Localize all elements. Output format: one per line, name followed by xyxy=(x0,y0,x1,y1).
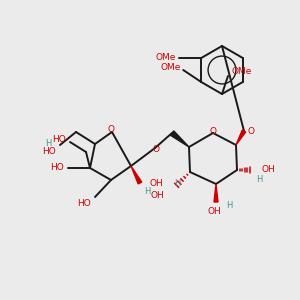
Text: H: H xyxy=(174,179,180,188)
Polygon shape xyxy=(236,130,246,145)
Text: OH: OH xyxy=(261,166,275,175)
Text: OMe: OMe xyxy=(156,53,176,62)
Text: OMe: OMe xyxy=(161,62,181,71)
Text: O: O xyxy=(209,128,217,136)
Text: OH: OH xyxy=(149,179,163,188)
Text: HO: HO xyxy=(42,146,56,155)
Text: OH: OH xyxy=(150,191,164,200)
Polygon shape xyxy=(214,184,218,202)
Text: OMe: OMe xyxy=(231,68,251,76)
Text: HO: HO xyxy=(52,134,66,143)
Text: H: H xyxy=(144,188,150,196)
Text: O: O xyxy=(152,145,160,154)
Polygon shape xyxy=(131,166,142,184)
Text: HO: HO xyxy=(50,164,64,172)
Text: H: H xyxy=(45,139,51,148)
Text: O: O xyxy=(247,128,254,136)
Text: H: H xyxy=(256,175,262,184)
Text: HO: HO xyxy=(77,200,91,208)
Polygon shape xyxy=(170,131,189,147)
Text: O: O xyxy=(107,125,115,134)
Text: OH: OH xyxy=(207,206,221,215)
Text: H: H xyxy=(226,200,232,209)
